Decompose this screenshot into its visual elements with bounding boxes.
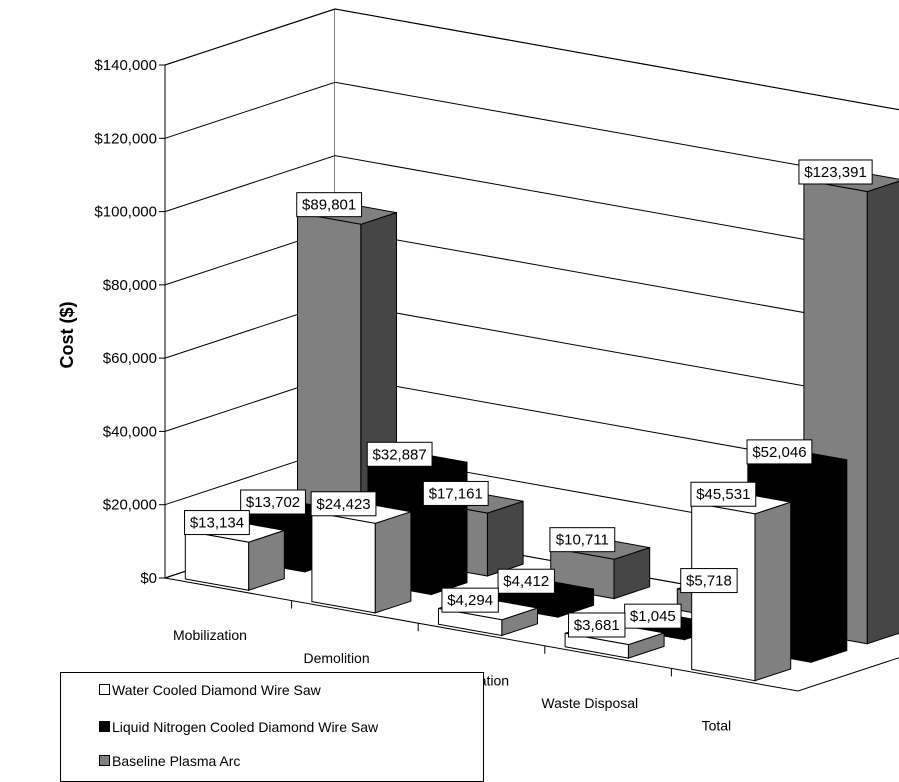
data-label-box [549,527,616,553]
y-tick-label: $40,000 [103,423,157,440]
y-axis-ticks: $0 $20,000 $40,000 $60,000 $80,000 $100,000 $1… [94,57,157,587]
legend-item-liquid-nitrogen: Liquid Nitrogen Cooled Diamond Wire Saw [99,719,378,735]
data-label-box [746,439,813,465]
bar-front [564,632,629,659]
data-label-text: $4,412 [503,573,549,590]
data-label-box [240,489,306,515]
legend-label: Liquid Nitrogen Cooled Diamond Wire Saw [112,719,379,735]
data-label-0-2: $4,294 [441,587,499,613]
data-label-box [690,481,757,507]
data-label-box [184,510,250,536]
legend-label: Water Cooled Diamond Wire Saw [112,682,321,698]
bar-front [184,530,250,591]
data-label-text: $13,702 [246,494,300,511]
y-tick-label: $60,000 [103,350,157,367]
category-label: Demolition [303,650,369,666]
legend-swatch [99,755,110,766]
data-label-1-2: $4,412 [497,568,555,594]
data-label-box [798,159,873,185]
bar-side [754,501,792,682]
data-label-box [366,441,433,467]
gridline [164,8,899,111]
legend-item-water-cooled: Water Cooled Diamond Wire Saw [99,682,321,698]
data-label-box [624,603,682,629]
data-label-box [680,568,738,594]
data-label-box [497,568,555,594]
data-label-text: $89,801 [302,197,356,214]
data-label-text: $45,531 [696,486,750,503]
data-label-2-1: $17,161 [422,480,489,506]
bar-front [438,607,503,637]
bar-front [311,511,376,614]
data-label-text: $5,718 [686,573,732,590]
data-label-0-3: $3,681 [568,612,626,638]
bar-0-1 [311,499,412,614]
data-label-text: $1,045 [630,608,676,625]
gridline [164,81,899,184]
legend-label: Baseline Plasma Arc [112,753,241,769]
data-label-text: $32,887 [373,446,427,463]
data-label-box [296,192,363,218]
bar-side [374,511,412,614]
data-label-box [310,491,377,517]
category-label: Waste Disposal [541,695,638,711]
y-tick-label: $100,000 [94,204,157,221]
data-label-box [441,587,499,613]
data-label-0-4: $45,531 [690,481,757,507]
data-label-2-2: $10,711 [549,527,616,553]
data-label-text: $13,134 [190,515,244,532]
y-tick-label: $140,000 [94,57,157,74]
data-label-text: $17,161 [429,485,483,502]
data-label-1-1: $32,887 [366,441,433,467]
data-label-text: $123,391 [804,164,867,181]
legend-item-plasma-arc: Baseline Plasma Arc [99,753,240,769]
data-label-0-1: $24,423 [310,491,377,517]
data-label-text: $10,711 [556,532,609,549]
y-tick-label: $0 [140,570,157,587]
data-labels: $123,391 $5,718 $10,711 $17,161 $89,801 $52,0… [184,159,873,638]
legend-swatch [99,721,110,732]
y-tick-label: $80,000 [103,277,157,294]
data-label-1-0: $13,702 [240,489,306,515]
category-label: Mobilization [173,627,247,643]
data-label-1-3: $1,045 [624,603,682,629]
data-label-text: $24,423 [316,496,370,513]
data-label-1-4: $52,046 [746,439,813,465]
category-label: Total [702,718,732,734]
y-tick-label: $20,000 [103,497,157,514]
legend: Water Cooled Diamond Wire Saw Liquid Nit… [60,672,484,782]
data-label-box [568,612,626,638]
bar-side [810,459,848,663]
data-label-0-0: $13,134 [184,510,250,536]
data-label-text: $52,046 [752,444,806,461]
bar-side [866,180,899,645]
gridline [164,155,899,257]
data-label-text: $3,681 [574,617,620,634]
data-label-2-3: $5,718 [680,568,738,594]
data-label-text: $4,294 [447,592,493,609]
bar-side [486,500,524,577]
data-label-2-0: $89,801 [296,192,363,218]
y-axis-title: Cost ($) [57,301,77,368]
y-tick-label: $120,000 [94,130,157,147]
legend-swatch [99,684,110,695]
data-label-box [422,480,489,506]
data-label-2-4: $123,391 [798,159,873,185]
